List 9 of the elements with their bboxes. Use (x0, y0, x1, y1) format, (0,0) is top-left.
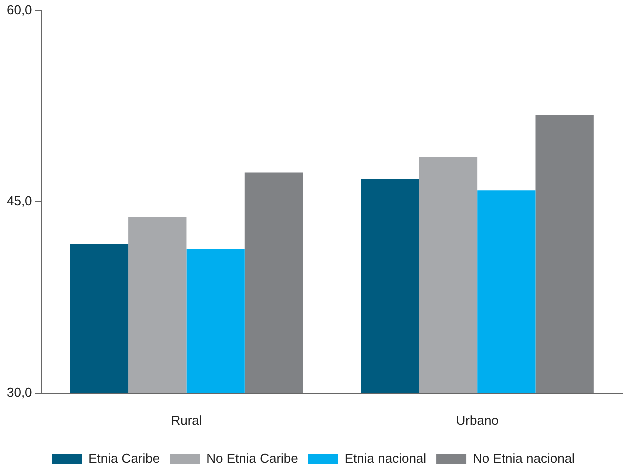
legend-label: Etnia Caribe (88, 451, 160, 466)
y-tick-label: 30,0 (6, 384, 32, 400)
legend-label: No Etnia nacional (473, 451, 576, 466)
y-tick-label: 45,0 (6, 194, 32, 209)
y-tick-label: 60,0 (6, 2, 32, 18)
legend-label: Etnia nacional (344, 451, 427, 466)
legend-label: No Etnia Caribe (206, 451, 298, 466)
x-tick-label: Rural (171, 412, 202, 428)
x-tick-label: Urbano (456, 412, 499, 428)
